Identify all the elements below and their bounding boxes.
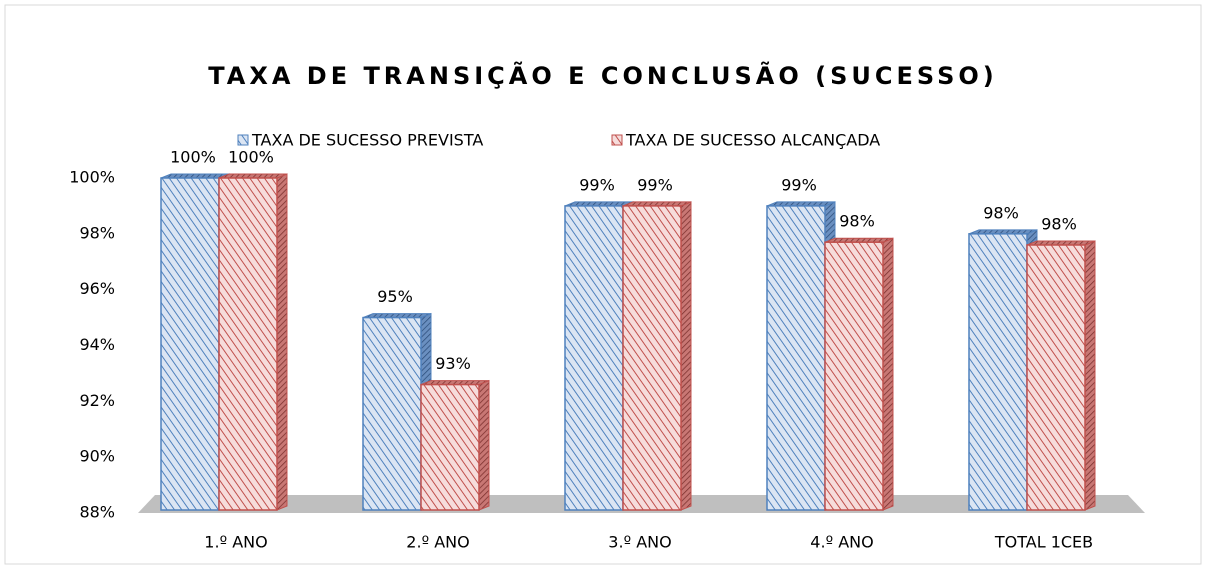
bar [564,205,624,511]
x-tick-label: 3.º ANO [608,533,671,552]
data-label: 100% [170,148,216,167]
data-label: 93% [435,354,471,373]
bar-side [276,173,288,511]
bar [824,241,884,511]
legend-swatch [237,134,249,146]
data-label: 98% [1041,215,1077,234]
bar-side [478,379,490,511]
bar [420,383,480,511]
bar [622,205,682,511]
legend-label: TAXA DE SUCESSO ALCANÇADA [625,131,880,150]
bar [160,177,220,511]
y-tick-label: 90% [79,447,115,466]
data-label: 99% [781,175,817,194]
data-label: 98% [983,203,1019,222]
data-label: 98% [839,212,875,231]
data-label: 100% [228,148,274,167]
data-label: 95% [377,287,413,306]
bar [218,177,278,511]
y-tick-label: 92% [79,391,115,410]
y-tick-label: 100% [69,168,115,187]
legend-label: TAXA DE SUCESSO PREVISTA [251,131,483,150]
y-tick-label: 96% [79,279,115,298]
bar [968,233,1028,511]
x-tick-label: TOTAL 1CEB [994,533,1093,552]
data-label: 99% [637,175,673,194]
x-tick-label: 4.º ANO [810,533,873,552]
chart-title: TAXA DE TRANSIÇÃO E CONCLUSÃO (SUCESSO) [208,61,997,90]
legend-swatch [611,134,623,146]
bar-side [680,201,692,511]
x-tick-label: 1.º ANO [204,533,267,552]
bar [362,316,422,511]
bar-side [1084,240,1096,511]
data-label: 99% [579,175,615,194]
y-tick-label: 88% [79,503,115,522]
bar [766,205,826,511]
bar-side [882,237,894,511]
y-tick-label: 98% [79,223,115,242]
bar [1026,244,1086,511]
y-tick-label: 94% [79,335,115,354]
x-tick-label: 2.º ANO [406,533,469,552]
